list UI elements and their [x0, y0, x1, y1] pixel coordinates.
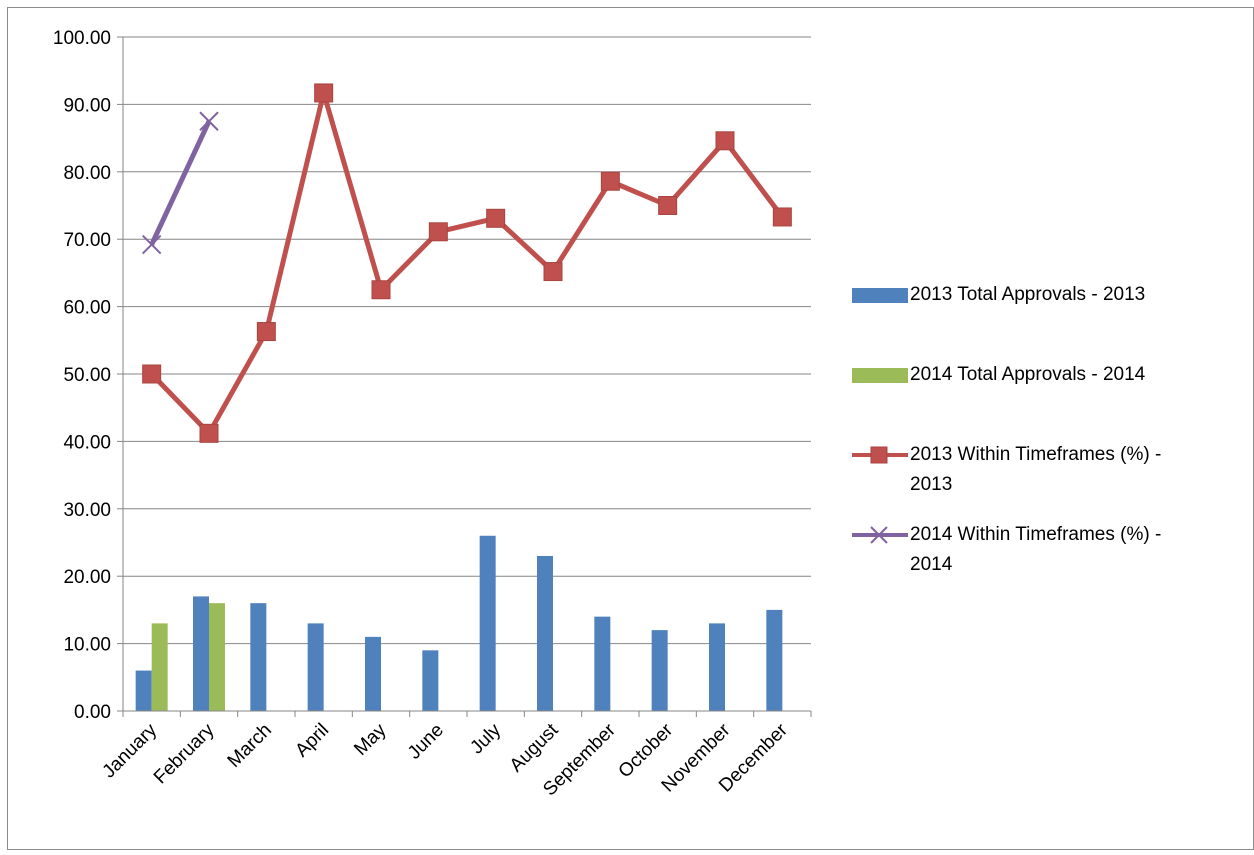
y-tick-label: 70.00 — [63, 230, 111, 251]
y-axis-tick-labels: 0.00 10.00 20.00 30.00 40.00 50.00 60.00 70.00 8… — [53, 28, 111, 723]
x-tick-label: July — [466, 719, 505, 758]
x-tick-label: February — [150, 719, 219, 788]
y-tick-label: 20.00 — [63, 567, 111, 588]
legend-label-line1: 2014 Within Timeframes (%) - — [910, 524, 1162, 545]
legend-label: 2013 Total Approvals - 2013 — [910, 284, 1146, 305]
legend-bar-swatch-green — [852, 368, 908, 383]
square-marker — [142, 364, 162, 384]
legend-label-line1: 2013 Within Timeframes (%) - — [910, 444, 1162, 465]
line-series — [141, 83, 792, 443]
gridlines — [123, 36, 811, 645]
legend-label-line2: 2013 — [910, 474, 953, 495]
legend-label-line2: 2014 — [910, 554, 953, 575]
bar — [422, 650, 439, 711]
y-tick-label: 40.00 — [63, 432, 111, 453]
bar — [537, 555, 553, 711]
legend-label: 2013 Within Timeframes (%) - 2013 — [910, 440, 1246, 500]
y-tick-label: 80.00 — [63, 163, 111, 184]
legend-line-x-marker — [852, 526, 908, 544]
y-tick-label: 10.00 — [63, 635, 111, 656]
series-line — [149, 120, 212, 246]
bar — [250, 603, 267, 711]
x-marker — [141, 234, 162, 255]
chart-border — [7, 7, 1254, 850]
x-tick-label: March — [224, 720, 276, 772]
bar — [151, 623, 168, 711]
bar-series — [135, 535, 783, 711]
square-marker — [543, 262, 563, 282]
bar — [307, 623, 324, 711]
square-marker — [600, 171, 620, 191]
y-tick-label: 60.00 — [63, 298, 111, 319]
bar — [479, 535, 496, 711]
bar — [594, 616, 611, 711]
y-tick-label: 0.00 — [74, 702, 111, 723]
bar — [365, 636, 381, 711]
legend-label: 2014 Total Approvals - 2014 — [910, 364, 1146, 385]
x-tick-label: June — [404, 720, 448, 764]
x-tick-label: August — [506, 719, 563, 776]
x-tick-label: April — [291, 720, 333, 762]
y-tick-label: 100.00 — [53, 28, 111, 49]
square-marker — [371, 280, 391, 300]
bar — [766, 609, 783, 711]
bar — [209, 603, 225, 711]
legend-label: 2014 Within Timeframes (%) - 2014 — [910, 520, 1246, 580]
axes — [117, 36, 812, 717]
series-line — [149, 90, 785, 436]
bar — [193, 596, 209, 711]
square-marker — [772, 207, 792, 227]
legend-bar-swatch-blue — [852, 288, 908, 303]
bar — [651, 630, 668, 711]
square-marker — [658, 196, 678, 215]
x-tick-label: May — [350, 719, 391, 760]
y-tick-label: 30.00 — [63, 500, 111, 521]
square-marker — [428, 222, 448, 242]
bar — [135, 670, 152, 711]
square-marker — [256, 322, 276, 342]
legend-line-square-marker — [852, 446, 908, 464]
bar — [709, 623, 725, 711]
square-marker — [486, 208, 506, 228]
square-marker — [199, 423, 219, 443]
x-marker — [199, 111, 219, 131]
square-marker — [715, 131, 735, 151]
square-marker — [314, 83, 334, 103]
y-tick-label: 50.00 — [63, 365, 111, 386]
y-tick-label: 90.00 — [63, 95, 111, 116]
